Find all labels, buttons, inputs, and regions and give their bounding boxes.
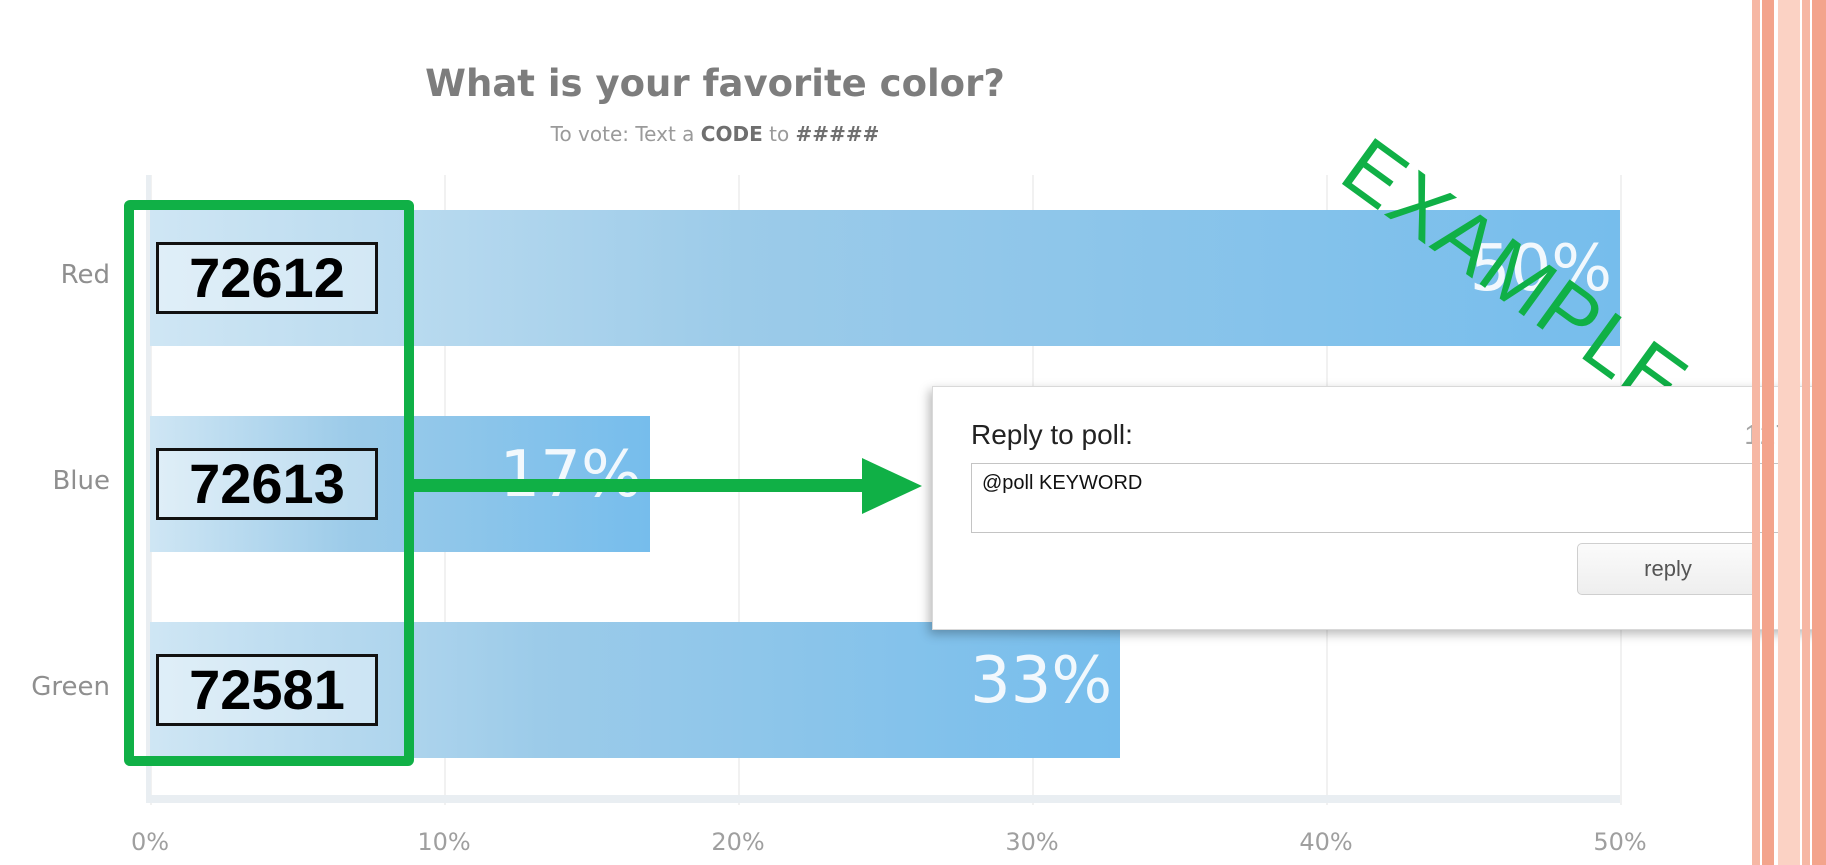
data-label: 17% (499, 438, 642, 512)
x-tick-label: 10% (417, 828, 471, 856)
category-label: Red (60, 260, 110, 290)
bar-green (150, 622, 1121, 758)
vote-code: 72613 (156, 448, 378, 520)
stripe (1762, 0, 1774, 865)
x-tick-label: 30% (1005, 828, 1059, 856)
x-tick-label: 50% (1593, 828, 1647, 856)
subtitle-prefix: To vote: Text a (550, 122, 695, 146)
stripe (1802, 0, 1810, 865)
arrow-shaft (404, 479, 874, 492)
data-label: 33% (969, 644, 1113, 718)
chart-subtitle: To vote: Text a CODE to ##### (0, 122, 1430, 146)
arrow-head-icon (862, 458, 922, 514)
code-highlight-frame (124, 200, 414, 766)
reply-title: Reply to poll: (971, 419, 1133, 450)
x-axis (146, 795, 1620, 803)
x-tick-label: 20% (711, 828, 765, 856)
subtitle-number: ##### (795, 122, 880, 146)
reply-button[interactable]: reply (1577, 543, 1759, 595)
vote-code: 72581 (156, 654, 378, 726)
vote-code: 72612 (156, 242, 378, 314)
category-label: Blue (52, 466, 110, 496)
stripe (1752, 0, 1760, 865)
data-label: 50% (1469, 232, 1612, 306)
chart-title: What is your favorite color? (425, 62, 1005, 105)
reply-input[interactable]: @poll KEYWORD (971, 463, 1791, 533)
stripe (1812, 0, 1826, 865)
subtitle-code-word: CODE (700, 122, 763, 146)
category-label: Green (31, 672, 110, 702)
bar-red (150, 210, 1620, 346)
x-tick-label: 0% (130, 828, 170, 856)
y-axis (146, 175, 151, 800)
subtitle-middle: to (769, 122, 790, 146)
x-tick-label: 40% (1299, 828, 1353, 856)
stripe (1778, 0, 1800, 865)
reply-panel: Reply to poll: 127 @poll KEYWORD reply (932, 386, 1826, 630)
